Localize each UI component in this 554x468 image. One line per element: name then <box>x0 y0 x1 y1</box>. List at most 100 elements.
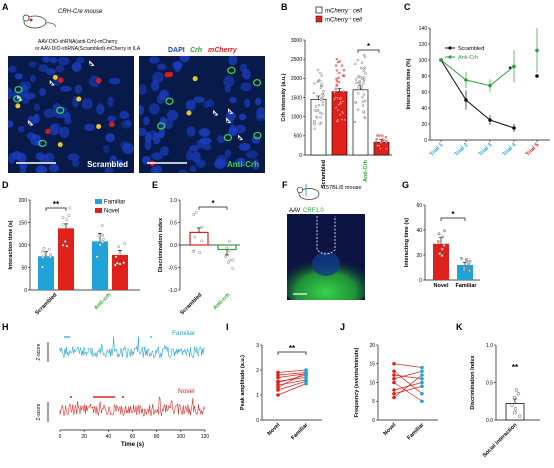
d-point <box>67 214 71 218</box>
dapi-nucleus <box>143 116 150 126</box>
dapi-nucleus <box>227 127 238 137</box>
dapi-nucleus <box>109 155 118 167</box>
micrograph-scrambled: Scrambled <box>8 56 134 173</box>
j-familiar-point <box>420 369 424 374</box>
familiar-trace-label: Familiar <box>172 330 196 337</box>
b-point <box>319 79 322 83</box>
dapi-nucleus <box>17 125 25 133</box>
b-point <box>381 134 384 137</box>
b-point <box>342 68 346 72</box>
c-point <box>512 126 516 130</box>
b-point <box>336 96 340 100</box>
d-legend-swatch <box>95 199 102 204</box>
dapi-nucleus <box>104 166 114 173</box>
dapi-nucleus <box>139 104 145 116</box>
g-bar <box>433 243 449 280</box>
d-point <box>49 255 52 259</box>
mcherry-cell <box>167 71 174 78</box>
i-pair-line <box>277 379 307 386</box>
d-point <box>122 261 126 265</box>
i-sig: ** <box>289 344 296 353</box>
k-point <box>510 403 514 407</box>
legend-filled-label: mCherry⁺ cell <box>325 17 363 24</box>
panel-label-h: H <box>2 322 9 332</box>
dapi-nucleus <box>195 159 206 168</box>
dapi-nucleus <box>29 74 36 83</box>
b-point <box>362 69 365 72</box>
virus-line-1: AAV-DIO-shRNA(anti-Crh)-mCherry <box>38 39 118 45</box>
i-familiar-point <box>304 381 308 386</box>
g-point <box>438 252 442 256</box>
dapi-nucleus <box>50 56 58 64</box>
c-point <box>464 78 468 82</box>
dapi-nucleus <box>76 57 85 64</box>
i-y-tick-label: 3 <box>256 343 259 349</box>
legend-open-swatch <box>315 6 323 14</box>
b-point <box>358 82 362 85</box>
arrowhead-marker <box>238 134 243 141</box>
g-y-tick-label: 0 <box>419 278 422 284</box>
dapi-nucleus <box>48 163 60 173</box>
b-point <box>335 83 339 86</box>
dapi-nucleus <box>67 153 80 161</box>
c-y-tick-label: 120 <box>419 42 428 48</box>
d-point <box>68 206 72 210</box>
c-series-line <box>440 59 515 87</box>
c-x-tick-label: Trial 2 <box>454 142 469 157</box>
c-y-tick-label: 20 <box>421 122 427 128</box>
i-novel-point <box>276 388 280 392</box>
b-point <box>354 62 357 66</box>
b-point <box>354 78 358 81</box>
b-point <box>316 68 320 72</box>
brain-section-image <box>287 214 365 300</box>
dapi-nucleus <box>14 73 24 80</box>
j-novel-point <box>392 369 396 374</box>
b-point <box>363 116 367 120</box>
h-x-tick-label: 120 <box>201 434 210 440</box>
j-pair-line <box>393 382 423 391</box>
dapi-nucleus <box>38 87 46 97</box>
b-point <box>341 100 344 103</box>
b-point <box>359 66 363 70</box>
e-point <box>231 258 235 262</box>
b-point <box>360 77 364 80</box>
dapi-nucleus <box>20 84 29 96</box>
i-group-label: Familiar <box>290 422 310 442</box>
dapi-nucleus <box>224 149 232 158</box>
arrowhead-marker <box>17 95 23 101</box>
e-point <box>227 249 231 252</box>
b-point <box>320 74 323 77</box>
b-point <box>333 91 336 94</box>
micrograph-scrambled-image: Scrambled <box>8 56 134 173</box>
mouse-strain-f: C57BL/6 mouse <box>322 185 361 191</box>
j-familiar-point <box>420 373 424 377</box>
b-point <box>316 116 319 119</box>
b-sig-bracket <box>357 49 380 53</box>
anti-crh-caption: Anti-Crh <box>227 160 259 169</box>
c-x-tick-label: Trial 5 <box>525 142 540 157</box>
chart-c: 0 20 40 60 80 100 120 140 Interaction time (%) Tr… <box>406 26 550 158</box>
c-sig: * <box>508 65 512 74</box>
e-y-tick-label: -1.0 <box>168 288 177 294</box>
b-point <box>356 75 360 79</box>
b-point <box>341 110 344 114</box>
e-point <box>200 225 204 229</box>
b-point <box>319 116 322 119</box>
dapi-nucleus <box>225 111 237 121</box>
b-y-tick-label: 2000 <box>291 76 302 82</box>
dapi-nucleus <box>234 158 246 167</box>
b-point <box>336 109 340 112</box>
e-sig: * <box>211 199 215 208</box>
j-novel-point <box>392 380 396 385</box>
b-point <box>340 118 344 121</box>
d-bar <box>112 254 128 290</box>
i-novel-point <box>276 373 280 377</box>
j-familiar-point <box>420 391 424 396</box>
b-point <box>361 104 365 107</box>
b-point <box>317 104 321 107</box>
c-point <box>488 83 492 88</box>
k-point <box>513 407 518 411</box>
d-point <box>115 261 119 265</box>
c-y-tick-label: 60 <box>421 90 427 96</box>
arrowhead-marker <box>49 79 55 86</box>
